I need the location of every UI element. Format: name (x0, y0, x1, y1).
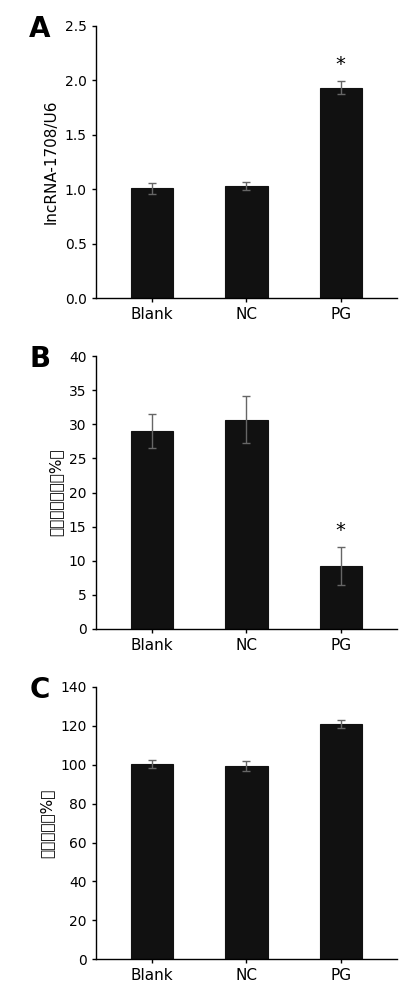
Bar (319, 724, 361, 959)
Y-axis label: lncRNA-1708/U6: lncRNA-1708/U6 (44, 100, 59, 224)
Bar (225, 420, 267, 629)
Bar (131, 431, 173, 629)
Text: B: B (29, 345, 50, 373)
Y-axis label: 增殖活性（%）: 增殖活性（%） (40, 788, 55, 858)
Text: *: * (335, 55, 345, 74)
Text: *: * (335, 521, 345, 540)
Text: C: C (29, 676, 50, 704)
Bar (319, 88, 361, 298)
Bar (319, 566, 361, 629)
Bar (225, 186, 267, 298)
Y-axis label: 衰老细胞比例（%）: 衰老细胞比例（%） (48, 449, 63, 536)
Bar (131, 188, 173, 298)
Bar (225, 766, 267, 959)
Text: A: A (29, 15, 50, 43)
Bar (131, 764, 173, 959)
